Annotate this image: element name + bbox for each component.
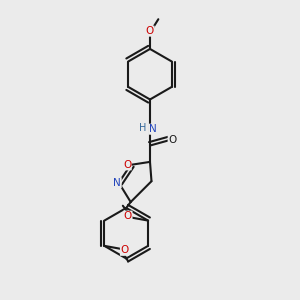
Text: O: O (168, 135, 176, 145)
Text: O: O (123, 160, 131, 170)
Text: H: H (139, 123, 146, 133)
Text: O: O (120, 245, 129, 255)
Text: N: N (149, 124, 157, 134)
Text: O: O (146, 26, 154, 36)
Text: O: O (124, 211, 132, 221)
Text: N: N (113, 178, 121, 188)
